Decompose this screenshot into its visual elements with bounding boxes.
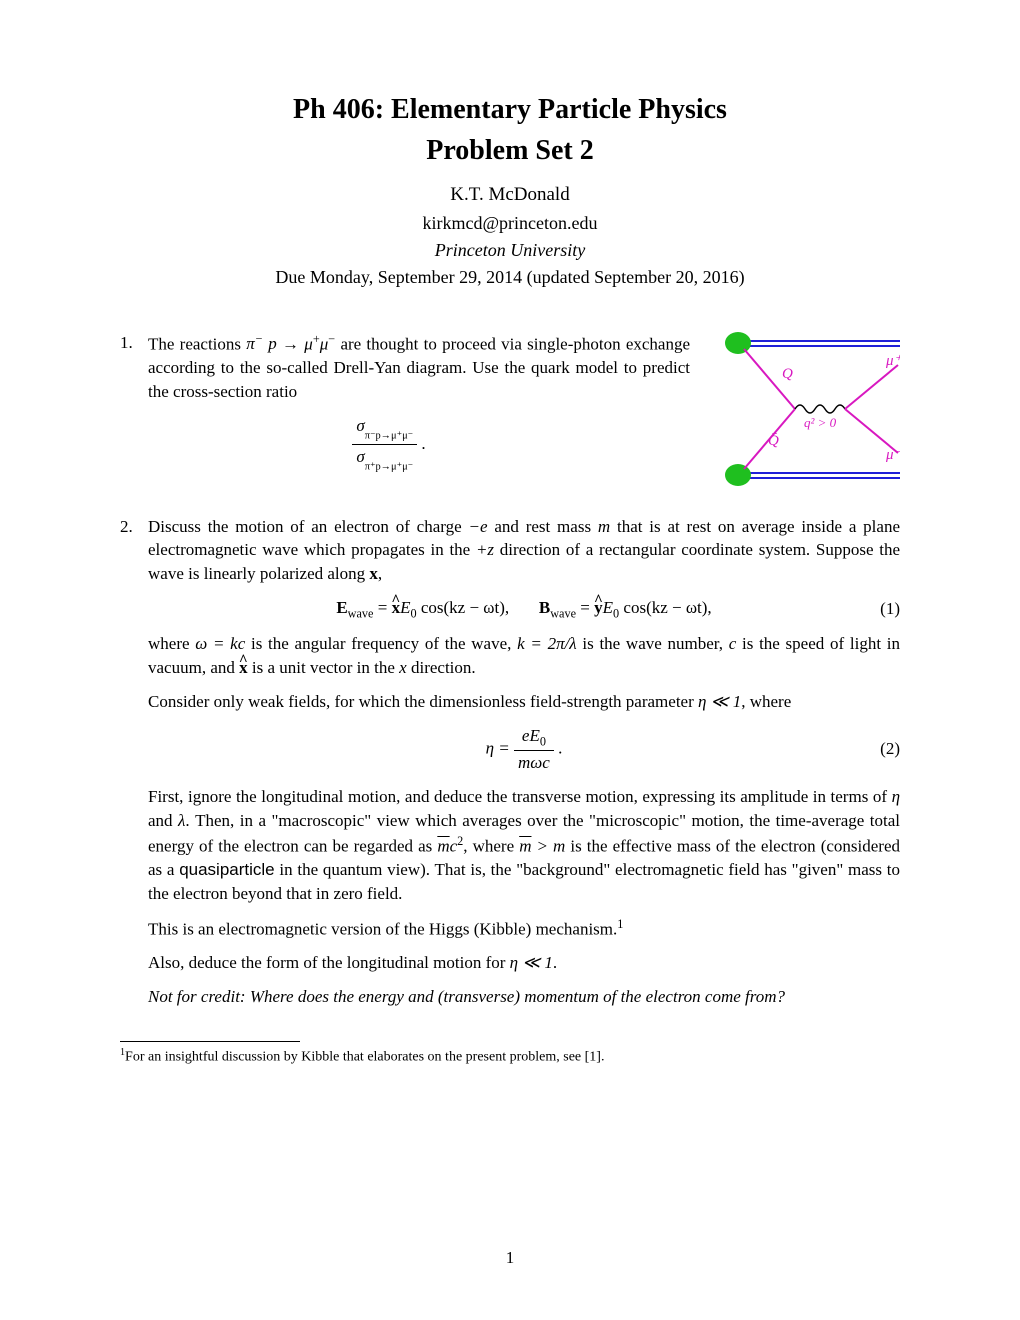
footnote-rule [120, 1041, 300, 1042]
problem-2-para3: Consider only weak fields, for which the… [148, 690, 900, 714]
problem-number: 2. [120, 515, 148, 1019]
ratio-equation: σπ⁻p→μ⁺μ⁻ σπ⁺p→μ⁺μ⁻ . [88, 414, 900, 476]
page-number: 1 [506, 1246, 515, 1270]
page-title: Ph 406: Elementary Particle Physics [120, 90, 900, 129]
problem-2-para2: where ω = kc is the angular frequency of… [148, 632, 900, 680]
footnote: 1For an insightful discussion by Kibble … [132, 1046, 900, 1067]
problem-2-para5: This is an electromagnetic version of th… [148, 916, 900, 941]
problem-2-para7: Not for credit: Where does the energy an… [148, 985, 900, 1009]
problem-2-para1: Discuss the motion of an electron of cha… [148, 515, 900, 586]
problem-2-para4: First, ignore the longitudinal motion, a… [148, 785, 900, 906]
eq-number: (1) [880, 597, 900, 621]
author: K.T. McDonald [120, 182, 900, 209]
problem-1: 1. [120, 331, 900, 493]
svg-text:Q: Q [782, 366, 793, 382]
problem-2: 2. Discuss the motion of an electron of … [120, 515, 900, 1019]
eq-number: (2) [880, 738, 900, 762]
institution: Princeton University [120, 238, 900, 263]
equation-2: η = eE0 mωc . (2) [148, 724, 900, 775]
email: kirkmcd@princeton.edu [120, 211, 900, 236]
page-subtitle: Problem Set 2 [120, 131, 900, 170]
equation-1: Ewave = xE0 cos(kz − ωt), Bwave = yE0 co… [148, 596, 900, 623]
problem-2-para6: Also, deduce the form of the longitudina… [148, 951, 900, 975]
due-date: Due Monday, September 29, 2014 (updated … [120, 265, 900, 290]
svg-text:μ⁺: μ⁺ [885, 353, 900, 369]
